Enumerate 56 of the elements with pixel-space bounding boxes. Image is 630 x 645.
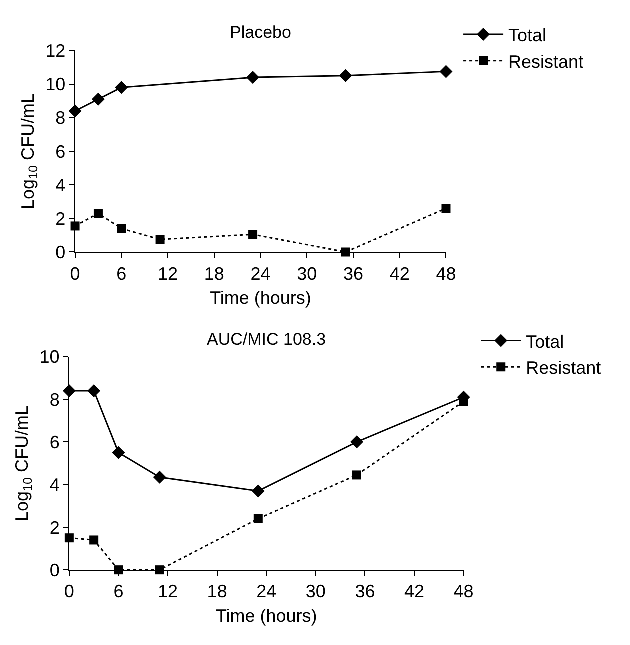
y-tick-label: 6: [56, 142, 66, 162]
point: [339, 69, 352, 82]
chart-title: AUC/MIC 108.3: [207, 330, 326, 349]
point: [88, 384, 101, 398]
point: [112, 446, 126, 460]
point: [92, 92, 105, 106]
x-tick-label: 42: [404, 582, 425, 602]
y-tick-label: 8: [56, 108, 66, 128]
y-tick-label: 10: [40, 347, 60, 368]
y-tick-label: 4: [50, 475, 60, 496]
x-tick-label: 36: [343, 264, 364, 284]
point: [254, 514, 263, 524]
point: [90, 536, 99, 545]
point: [156, 235, 165, 244]
point: [440, 65, 453, 78]
x-tick-label: 6: [116, 264, 127, 284]
x-tick-label: 48: [454, 582, 474, 602]
point: [153, 470, 166, 484]
y-tick-label: 10: [46, 74, 66, 95]
legend-label: Total: [526, 332, 564, 352]
point: [115, 81, 128, 94]
y-tick-label: 2: [56, 208, 66, 229]
x-tick-label: 24: [256, 582, 277, 602]
x-tick-label: 12: [158, 582, 178, 602]
x-tick-label: 30: [297, 264, 318, 284]
x-tick-label: 6: [114, 582, 124, 602]
point: [246, 71, 260, 84]
point: [252, 484, 265, 498]
x-tick-label: 48: [436, 264, 456, 284]
x-tick-label: 18: [204, 264, 224, 284]
x-tick-label: 42: [390, 264, 410, 284]
x-tick-label: 30: [306, 582, 326, 602]
y-tick-label: 2: [50, 518, 60, 538]
point: [352, 470, 362, 480]
y-tick-label: 4: [56, 175, 66, 196]
point: [94, 209, 103, 218]
legend-label: Resistant: [526, 358, 602, 378]
point: [442, 204, 451, 214]
x-tick-label: 18: [207, 582, 228, 602]
y-tick-label: 8: [50, 390, 60, 410]
y-tick-label: 6: [50, 432, 60, 452]
x-tick-label: 0: [70, 264, 80, 284]
point: [248, 230, 258, 240]
y-tick-label: 0: [56, 242, 66, 263]
x-tick-label: 24: [250, 264, 271, 284]
legend-label: Total: [508, 26, 547, 46]
y-tick-label: 0: [50, 560, 60, 580]
legend-label: Resistant: [508, 52, 584, 72]
point: [117, 224, 126, 234]
chart-title: Placebo: [230, 23, 292, 42]
point: [350, 436, 364, 449]
x-axis-title: Time (hours): [216, 606, 318, 626]
y-tick-label: 12: [46, 41, 66, 61]
x-tick-label: 12: [158, 264, 178, 284]
x-axis-title: Time (hours): [210, 288, 312, 308]
x-tick-label: 36: [355, 582, 376, 602]
